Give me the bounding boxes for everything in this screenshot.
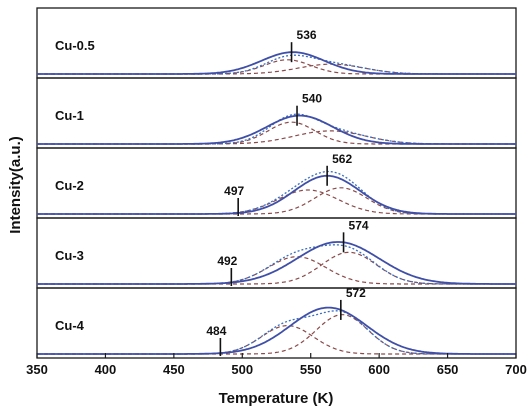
peak-label-497: 497: [224, 184, 244, 198]
x-axis-title: Temperature (K): [219, 390, 334, 407]
x-tick-label-700: 700: [505, 362, 527, 377]
component-peak-2: [37, 314, 516, 355]
x-tick-label-600: 600: [368, 362, 390, 377]
x-tick-label-650: 650: [437, 362, 459, 377]
chart-panels: 536 Cu-0.5 540 Cu-1 497 562 Cu-2 492 574 Cu-3 484 5…: [36, 7, 517, 359]
panel-frame: [36, 217, 517, 289]
component-peak-2: [37, 187, 516, 215]
x-tick-label-450: 450: [163, 362, 185, 377]
x-tick-label-500: 500: [231, 362, 253, 377]
panel-cu-4: 484 572 Cu-4: [36, 286, 517, 359]
panel-label-cu-4: Cu-4: [55, 318, 85, 333]
peak-label-572: 572: [346, 286, 366, 300]
peak-label-562: 562: [332, 152, 352, 166]
panel-label-cu-0-5: Cu-0.5: [55, 38, 95, 53]
x-tick-label-550: 550: [300, 362, 322, 377]
fitted-curve: [37, 170, 516, 215]
measured-curve: [37, 114, 516, 145]
panel-cu-0-5: 536 Cu-0.5: [36, 7, 517, 79]
panel-label-cu-2: Cu-2: [55, 178, 84, 193]
peak-label-484: 484: [206, 324, 226, 338]
x-axis: 350 400 450 500 550 600 650 700: [26, 353, 527, 377]
component-peak-2: [37, 63, 516, 75]
panel-cu-1: 540 Cu-1: [36, 77, 517, 149]
panel-frame: [36, 287, 517, 359]
measured-curve: [37, 306, 516, 355]
panel-frame: [36, 7, 517, 79]
panel-cu-3: 492 574 Cu-3: [36, 217, 517, 289]
fitted-curve: [37, 310, 516, 355]
peak-label-574: 574: [349, 218, 369, 232]
panel-frame: [36, 147, 517, 219]
x-tick-label-400: 400: [95, 362, 117, 377]
panel-frame: [36, 77, 517, 149]
component-peak-1: [37, 325, 516, 355]
fitted-curve: [37, 244, 516, 285]
measured-curve: [37, 241, 516, 285]
peak-label-492: 492: [217, 254, 237, 268]
y-axis-title: Intensity(a.u.): [7, 136, 24, 234]
peak-label-536: 536: [297, 28, 317, 42]
component-peak-1: [37, 121, 516, 145]
component-peak-2: [37, 130, 516, 145]
component-peak-2: [37, 251, 516, 285]
x-tick-label-350: 350: [26, 362, 48, 377]
measured-curve: [37, 174, 516, 215]
panel-label-cu-3: Cu-3: [55, 248, 84, 263]
panel-cu-2: 497 562 Cu-2: [36, 147, 517, 219]
peak-label-540: 540: [302, 92, 322, 106]
panel-label-cu-1: Cu-1: [55, 108, 84, 123]
measured-curve: [37, 51, 516, 75]
